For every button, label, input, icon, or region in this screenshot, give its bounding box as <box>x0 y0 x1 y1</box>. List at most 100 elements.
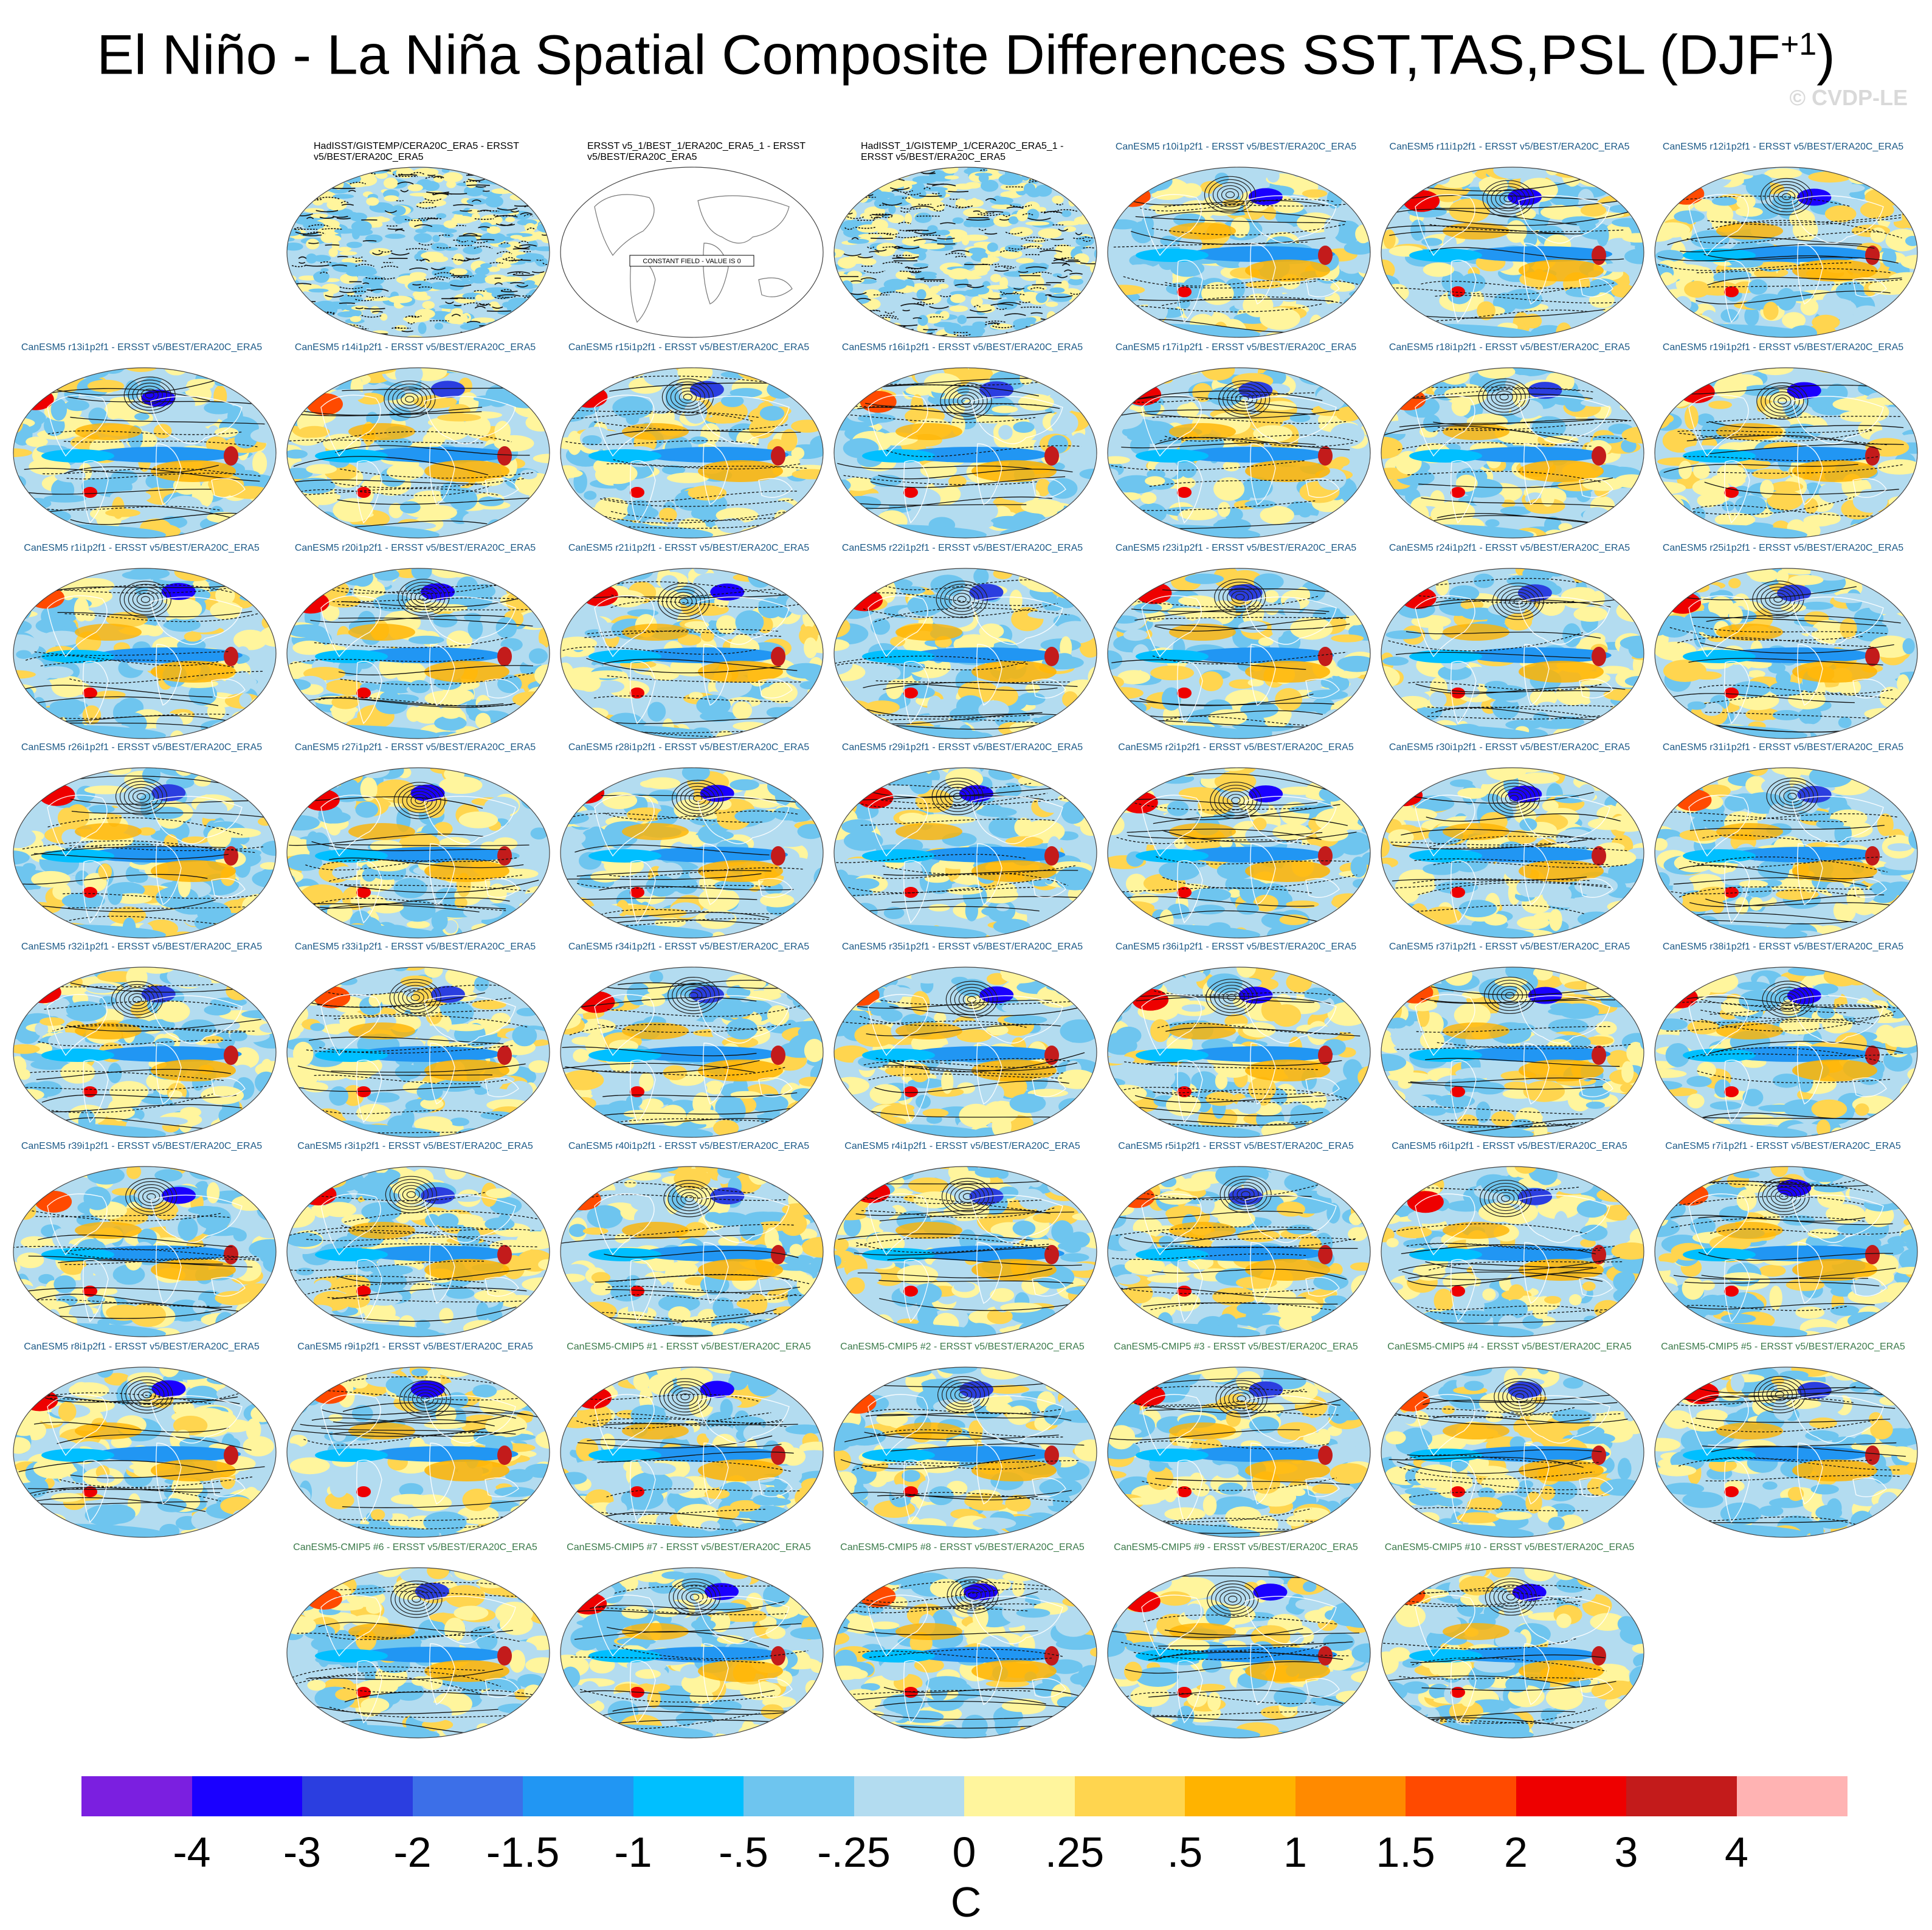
contour-line <box>355 298 374 302</box>
field-blob <box>1624 248 1644 264</box>
field-blob <box>1119 528 1152 538</box>
field-blob <box>522 585 535 593</box>
contour-line <box>392 326 402 329</box>
field-blob <box>1078 167 1095 168</box>
field-blob <box>834 385 840 409</box>
pressure-contour <box>1486 183 1530 215</box>
land-anomaly <box>1797 188 1832 206</box>
field-blob <box>1572 568 1604 571</box>
pressure-contour <box>1161 296 1357 306</box>
pressure-contour <box>1761 587 1796 612</box>
field-blob <box>1116 730 1135 739</box>
field-blob <box>287 180 312 184</box>
field-blob <box>339 251 357 256</box>
continent-outline <box>356 661 382 725</box>
field-blob <box>215 586 235 605</box>
continent-outline <box>1797 644 1823 706</box>
field-blob <box>366 197 379 206</box>
field-blob <box>835 301 850 312</box>
panel-title: CanESM5 r10i1p2f1 - ERSST v5/BEST/ERA20C… <box>1115 142 1357 152</box>
field-blob <box>1869 635 1912 658</box>
contour-line <box>1073 237 1085 240</box>
field-blob <box>1080 299 1097 304</box>
pressure-contour <box>67 396 262 405</box>
field-blob <box>561 603 578 612</box>
pressure-contour <box>1688 658 1883 666</box>
pressure-contour <box>1706 615 1901 624</box>
field-blob <box>1696 413 1714 426</box>
field-blob <box>543 483 550 496</box>
contour-line <box>471 240 488 244</box>
field-blob <box>230 503 274 520</box>
tropical-anomaly <box>643 447 789 463</box>
contour-line <box>364 308 385 310</box>
field-blob <box>485 195 503 208</box>
pressure-contour <box>1711 213 1906 224</box>
contour-line <box>988 297 1002 300</box>
field-blob <box>494 421 511 442</box>
field-blob <box>1045 568 1066 577</box>
field-blob <box>528 648 548 664</box>
field-blob <box>537 171 550 181</box>
field-blob <box>504 723 525 734</box>
field-blob <box>1382 326 1401 334</box>
field-blob <box>1872 528 1887 538</box>
pressure-contour <box>1769 184 1804 210</box>
map-border <box>286 568 550 739</box>
field-blob <box>1748 279 1768 295</box>
contour-line <box>336 218 351 219</box>
continent-outline <box>211 478 246 498</box>
contour-line <box>477 210 500 212</box>
land-anomaly <box>979 381 1014 399</box>
pressure-contour <box>1707 277 1902 286</box>
subtropical-anomaly <box>895 423 962 440</box>
contour-line <box>1058 229 1069 232</box>
pressure-contour <box>119 581 171 618</box>
pressure-contour <box>1773 187 1800 207</box>
contour-line <box>420 258 430 262</box>
field-blob <box>513 325 537 335</box>
contour-line <box>367 289 375 291</box>
field-blob <box>1330 422 1365 447</box>
contour-line <box>526 310 536 314</box>
field-blob <box>1430 503 1469 526</box>
field-blob <box>1342 509 1370 526</box>
contour-line <box>984 233 998 235</box>
field-blob <box>13 906 43 925</box>
field-blob <box>38 666 74 678</box>
field-blob <box>582 435 602 446</box>
pressure-contour <box>1433 428 1628 439</box>
pressure-contour <box>948 388 984 414</box>
field-blob <box>287 199 308 210</box>
pressure-contour <box>886 445 1082 457</box>
field-blob <box>1350 581 1370 593</box>
field-blob <box>164 618 201 632</box>
field-blob <box>860 212 883 220</box>
tropical-anomaly <box>315 449 388 463</box>
field-blob <box>1359 455 1370 464</box>
land-anomaly <box>903 688 918 698</box>
field-blob <box>309 302 327 310</box>
field-blob <box>343 368 370 371</box>
field-blob <box>287 183 308 195</box>
field-blob <box>1393 511 1424 528</box>
continent-outline <box>1523 644 1550 706</box>
field-blob <box>1381 687 1398 705</box>
field-blob <box>971 286 990 295</box>
field-blob <box>1381 306 1413 317</box>
field-blob <box>287 295 305 306</box>
map-panel: CanESM5 r15i1p2f1 - ERSST v5/BEST/ERA20C… <box>552 342 826 542</box>
contour-line <box>459 259 470 262</box>
contour-line <box>1032 271 1052 275</box>
contour-line <box>544 191 550 194</box>
subtropical-anomaly <box>1245 460 1330 482</box>
contour-line <box>341 204 354 206</box>
continent-outline <box>1724 661 1750 725</box>
pressure-contour <box>957 596 967 603</box>
field-blob <box>385 233 405 239</box>
field-blob <box>567 722 585 735</box>
field-blob <box>804 637 818 658</box>
field-blob <box>767 380 796 399</box>
field-blob <box>667 472 709 483</box>
world-map <box>286 367 550 539</box>
